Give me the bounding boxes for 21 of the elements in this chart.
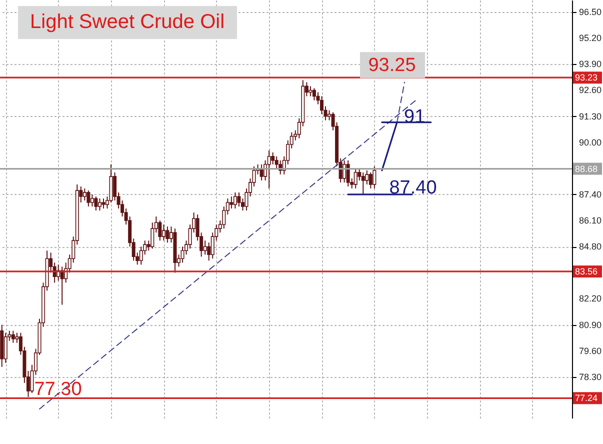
y-tick-label: 91.30 [579,111,602,122]
annotation: 93.25 [368,55,416,76]
y-tick-label: 87.40 [579,189,602,200]
y-tick-label: 82.20 [579,294,602,304]
annotation: 77.30 [34,378,82,400]
y-tick-label: 90.00 [579,137,602,148]
y-tick-label: 96.50 [579,7,602,18]
y-tick-label: 93.90 [579,59,602,70]
y-tick-label: 78.30 [579,372,602,382]
y-tick-label: 84.80 [579,242,602,252]
ref-line-label: 93.23 [575,72,598,83]
annotation: 87.40 [389,177,437,198]
y-tick-label: 95.20 [579,33,602,44]
ref-line-label: 83.56 [575,266,598,276]
y-tick-label: 86.10 [579,216,602,226]
y-tick-label: 92.60 [579,85,602,96]
y-tick-label: 79.60 [579,346,602,356]
y-tick-label: 80.90 [579,320,602,330]
ref-line-label: 77.24 [575,393,598,404]
ref-line-label: 88.68 [575,164,598,174]
text: Light Sweet Crude Oil [18,6,237,39]
